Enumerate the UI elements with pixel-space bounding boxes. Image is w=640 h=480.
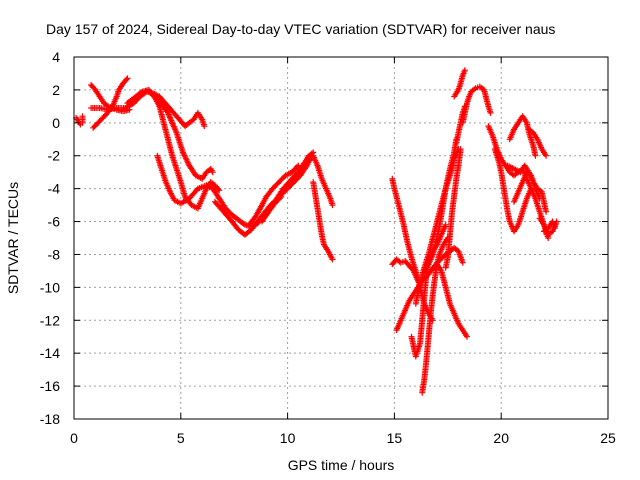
- series-track-28: [506, 113, 539, 159]
- y-tick-labels: -18 -16 -14 -12 -10 -8 -6 -4 -2 0 2 4: [40, 49, 60, 427]
- x-tick-label: 0: [70, 430, 78, 446]
- x-tick-labels: 0 5 10 15 20 25: [70, 430, 616, 446]
- data-marker-trail: [310, 179, 336, 263]
- series-track-1: [73, 113, 86, 128]
- series-track-22: [451, 67, 468, 100]
- series-track-20: [434, 261, 470, 340]
- x-axis-label: GPS time / hours: [288, 457, 395, 473]
- data-marker-trail: [491, 146, 535, 235]
- x-tick-label: 5: [177, 430, 185, 446]
- series-track-29: [526, 126, 550, 159]
- data-marker-trail: [451, 67, 468, 100]
- series-track-17: [419, 235, 451, 396]
- data-marker-trail: [73, 113, 86, 128]
- series-track-11: [295, 152, 336, 209]
- series-track-32: [536, 215, 558, 238]
- data-marker-trail: [259, 193, 285, 225]
- series-track-14: [389, 256, 421, 284]
- y-tick-label: -14: [40, 345, 60, 361]
- series-track-30: [511, 169, 543, 205]
- series-track-26: [491, 146, 535, 235]
- y-tick-label: -4: [48, 181, 61, 197]
- data-marker-trail: [389, 256, 421, 284]
- x-tick-label: 10: [280, 430, 296, 446]
- y-tick-label: -2: [48, 148, 61, 164]
- y-tick-label: -16: [40, 378, 60, 394]
- data-marker-trail: [453, 103, 468, 146]
- y-tick-label: 2: [52, 82, 60, 98]
- data-marker-trail: [246, 162, 302, 228]
- y-tick-label: 4: [52, 49, 60, 65]
- series-track-5: [124, 86, 223, 212]
- data-marker-trail: [124, 86, 223, 212]
- y-tick-label: -10: [40, 279, 60, 295]
- y-tick-label: -6: [48, 214, 61, 230]
- series-track-9: [246, 162, 302, 228]
- y-tick-label: -18: [40, 411, 60, 427]
- data-marker-trail: [536, 215, 558, 238]
- y-tick-label: -8: [48, 246, 61, 262]
- data-marker-trail: [511, 169, 543, 205]
- chart-title: Day 157 of 2024, Sidereal Day-to-day VTE…: [46, 21, 555, 37]
- series-track-6: [147, 90, 216, 182]
- data-marker-trail: [421, 136, 460, 274]
- series-track-24: [453, 103, 468, 146]
- x-tick-label: 25: [600, 430, 616, 446]
- data-marker-trail: [154, 149, 317, 230]
- x-tick-label: 15: [387, 430, 403, 446]
- series-track-7: [154, 149, 317, 230]
- data-marker-trail: [147, 90, 216, 182]
- series-track-19: [421, 136, 460, 274]
- series-track-21: [442, 146, 464, 271]
- data-marker-trail: [506, 113, 539, 159]
- series-track-12: [310, 179, 336, 263]
- x-tick-label: 20: [493, 430, 509, 446]
- data-marker-trail: [434, 261, 470, 340]
- data-marker-trail: [295, 152, 336, 209]
- axis-ticks: [73, 56, 609, 420]
- y-axis-label: SDTVAR / TECUs: [5, 182, 21, 294]
- data-points: [73, 67, 560, 396]
- y-tick-label: 0: [52, 115, 60, 131]
- series-track-10: [259, 193, 285, 225]
- plot-frame: [73, 56, 609, 420]
- data-marker-trail: [526, 126, 550, 159]
- grid: [74, 57, 608, 419]
- data-marker-trail: [442, 146, 464, 271]
- y-tick-label: -12: [40, 312, 60, 328]
- data-marker-trail: [419, 235, 451, 396]
